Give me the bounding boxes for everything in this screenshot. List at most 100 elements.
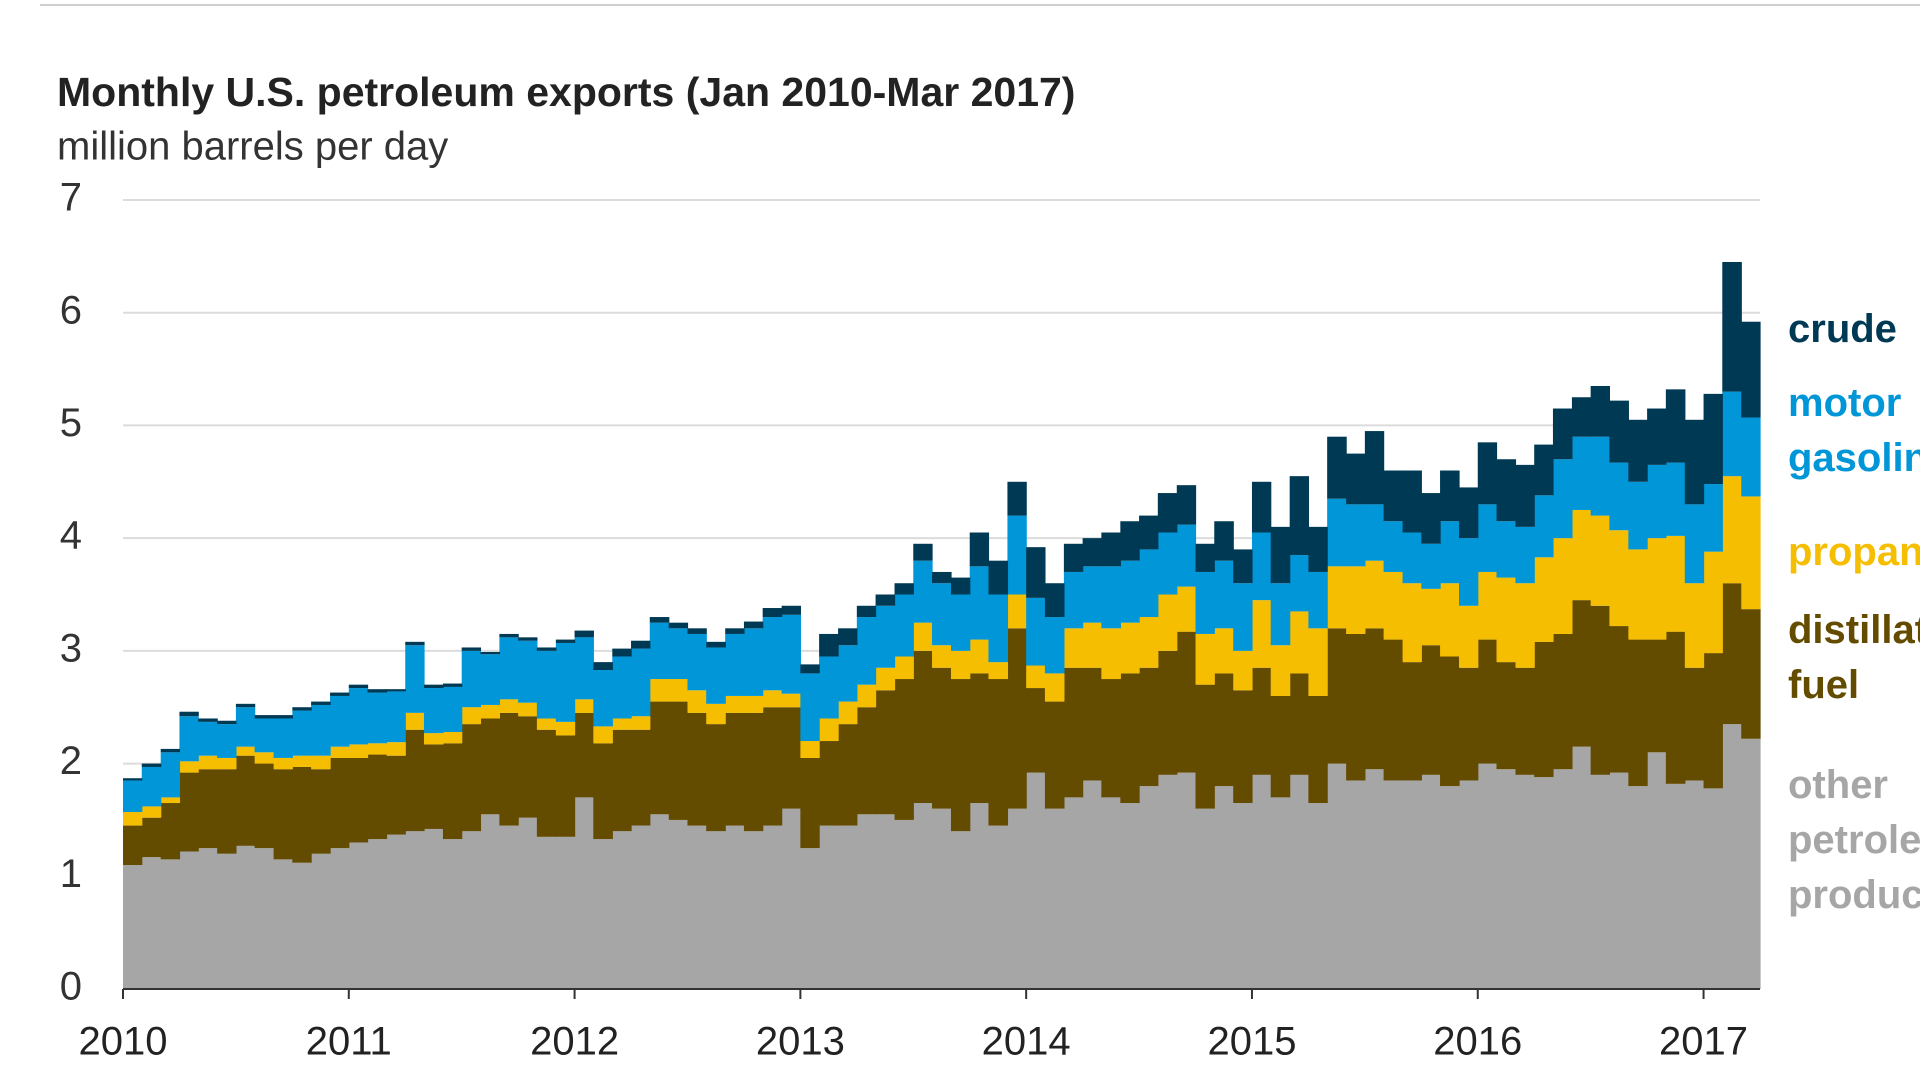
area-segment xyxy=(1364,628,1385,770)
y-tick-label: 0 xyxy=(60,965,82,1009)
area-segment xyxy=(499,633,519,638)
x-tick-label: 2015 xyxy=(1207,1020,1296,1064)
area-segment xyxy=(123,778,143,781)
area-segment xyxy=(273,715,293,719)
area-segment xyxy=(950,831,971,989)
area-segment xyxy=(725,633,745,696)
area-segment xyxy=(706,641,726,648)
area-segment xyxy=(988,679,1009,826)
area-segment xyxy=(1609,772,1629,989)
area-segment xyxy=(1684,667,1705,781)
area-segment xyxy=(1552,408,1573,460)
area-segment xyxy=(518,817,538,989)
area-segment xyxy=(1233,803,1253,989)
area-segment xyxy=(1195,571,1215,634)
area-segment xyxy=(1364,431,1385,505)
area-segment xyxy=(198,769,218,849)
area-segment xyxy=(1440,521,1460,584)
area-segment xyxy=(1665,389,1686,463)
area-segment xyxy=(499,712,519,826)
area-segment xyxy=(612,718,632,730)
area-segment xyxy=(254,752,275,764)
area-segment xyxy=(1364,504,1385,561)
area-segment xyxy=(273,859,293,989)
area-segment xyxy=(160,803,181,860)
area-segment xyxy=(141,763,162,767)
y-tick-label: 6 xyxy=(60,288,82,332)
area-segment xyxy=(1044,673,1065,702)
area-segment xyxy=(838,701,858,725)
area-segment xyxy=(1082,667,1102,781)
area-segment xyxy=(480,654,500,705)
area-segment xyxy=(649,617,670,623)
area-segment xyxy=(612,729,632,832)
area-segment xyxy=(1628,786,1648,989)
area-segment xyxy=(1477,571,1498,640)
area-segment xyxy=(1251,532,1272,601)
area-segment xyxy=(367,754,388,840)
area-segment xyxy=(160,859,181,989)
area-segment xyxy=(762,608,783,618)
area-segment xyxy=(1270,695,1291,798)
area-segment xyxy=(1590,385,1610,437)
area-segment xyxy=(1552,538,1573,634)
area-segment xyxy=(950,594,971,651)
area-segment xyxy=(1346,504,1366,567)
area-segment xyxy=(518,702,538,717)
area-segment xyxy=(367,743,388,755)
area-segment xyxy=(198,721,218,756)
area-segment xyxy=(593,726,613,744)
area-segment xyxy=(141,817,162,858)
area-segment xyxy=(1233,690,1253,804)
area-segment xyxy=(1176,485,1197,525)
area-segment xyxy=(1120,803,1140,989)
area-segment xyxy=(555,642,576,722)
area-segment xyxy=(819,741,839,826)
area-segment xyxy=(330,746,350,758)
area-segment xyxy=(518,716,538,818)
area-segment xyxy=(743,628,764,696)
area-segment xyxy=(1590,436,1610,516)
area-segment xyxy=(894,583,914,595)
area-segment xyxy=(800,673,820,742)
area-segment xyxy=(819,718,839,742)
area-segment xyxy=(781,605,801,615)
area-segment xyxy=(1214,521,1234,561)
legend-label: propane xyxy=(1788,530,1920,574)
area-segment xyxy=(179,772,199,852)
area-segment xyxy=(1496,521,1517,578)
area-segment xyxy=(1459,538,1479,606)
y-tick-label: 7 xyxy=(60,176,82,220)
area-segment xyxy=(1007,628,1027,809)
area-segment xyxy=(1515,774,1535,989)
area-segment xyxy=(160,748,181,753)
area-segment xyxy=(1647,639,1667,753)
area-segment xyxy=(1082,780,1102,989)
area-segment xyxy=(1101,797,1121,989)
area-segment xyxy=(1289,555,1310,612)
area-segment xyxy=(800,757,820,849)
area-segment xyxy=(631,648,651,717)
area-segment xyxy=(1026,665,1046,689)
area-segment xyxy=(1440,470,1460,522)
area-segment xyxy=(668,819,689,989)
area-segment xyxy=(1214,628,1234,674)
area-segment xyxy=(442,683,463,687)
area-segment xyxy=(913,543,933,561)
area-segment xyxy=(725,825,745,989)
area-segment xyxy=(1308,571,1328,629)
area-segment xyxy=(1684,583,1705,668)
area-segment xyxy=(1157,493,1178,533)
area-segment xyxy=(1402,583,1422,663)
area-segment xyxy=(894,679,914,820)
area-segment xyxy=(405,645,425,713)
area-segment xyxy=(1722,724,1742,989)
area-segment xyxy=(480,704,500,719)
y-tick-label: 5 xyxy=(60,401,82,445)
area-segment xyxy=(536,650,557,719)
x-tick-label: 2013 xyxy=(756,1020,845,1064)
area-segment xyxy=(518,640,538,703)
area-segment xyxy=(1063,571,1084,629)
area-segment xyxy=(273,718,293,758)
